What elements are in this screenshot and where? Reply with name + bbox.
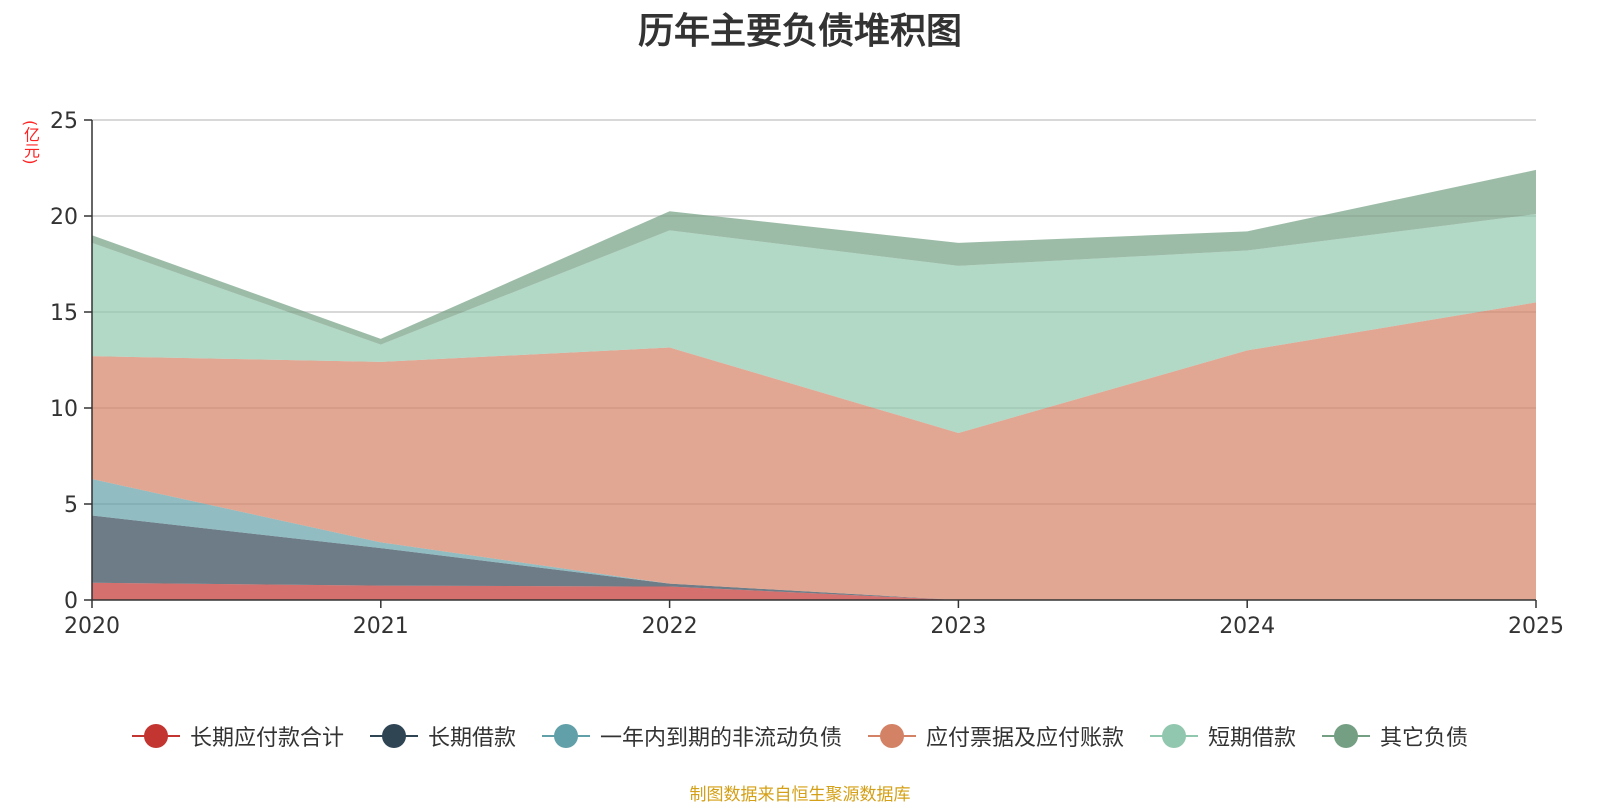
x-tick-label: 2025 xyxy=(1508,614,1564,639)
legend-label: 一年内到期的非流动负债 xyxy=(599,726,842,751)
legend-label: 其它负债 xyxy=(1380,726,1469,751)
legend-item[interactable]: 其它负债 xyxy=(1322,720,1468,752)
area-series-5 xyxy=(92,214,1536,433)
legend-item[interactable]: 一年内到期的非流动负债 xyxy=(541,720,842,752)
legend-marker-icon xyxy=(131,724,180,748)
x-tick-label: 2024 xyxy=(1219,614,1275,639)
y-tick-label: 25 xyxy=(50,109,78,134)
area-series-4 xyxy=(92,302,1536,600)
y-tick-label: 15 xyxy=(50,301,78,326)
legend-marker-icon xyxy=(868,724,916,748)
y-axis-unit-label: (亿元) xyxy=(21,120,40,165)
y-tick-label: 5 xyxy=(64,493,78,518)
x-tick-label: 2020 xyxy=(64,614,120,639)
legend-item[interactable]: 应付票据及应付账款 xyxy=(868,720,1124,752)
legend-label: 短期借款 xyxy=(1208,726,1297,751)
y-tick-label: 10 xyxy=(50,397,78,422)
legend-marker-icon xyxy=(1150,724,1199,748)
legend-label: 长期应付款合计 xyxy=(189,726,344,751)
area-series xyxy=(92,169,1536,600)
y-tick-label: 0 xyxy=(64,589,78,614)
legend-label: 长期借款 xyxy=(427,726,516,751)
legend-marker-icon xyxy=(541,724,590,748)
area-series-1 xyxy=(92,582,1536,600)
data-source-note: 制图数据来自恒生聚源数据库 xyxy=(689,785,911,805)
legend: 长期应付款合计 长期借款 一年内到期的非流动负债 应付票据及应付账款 短期借款 其它负债 xyxy=(0,718,1600,754)
x-tick-label: 2021 xyxy=(353,614,409,639)
legend-item[interactable]: 长期应付款合计 xyxy=(131,720,344,752)
x-tick-label: 2022 xyxy=(642,614,698,639)
area-series-2 xyxy=(92,515,1536,600)
legend-item[interactable]: 短期借款 xyxy=(1150,720,1296,752)
x-tick-label: 2023 xyxy=(930,614,986,639)
legend-marker-icon xyxy=(369,724,418,748)
legend-marker-icon xyxy=(1322,724,1371,748)
legend-item[interactable]: 长期借款 xyxy=(369,720,516,752)
y-tick-label: 20 xyxy=(50,205,78,230)
legend-label: 应付票据及应付账款 xyxy=(926,726,1125,751)
chart-title: 历年主要负债堆积图 xyxy=(637,11,962,52)
